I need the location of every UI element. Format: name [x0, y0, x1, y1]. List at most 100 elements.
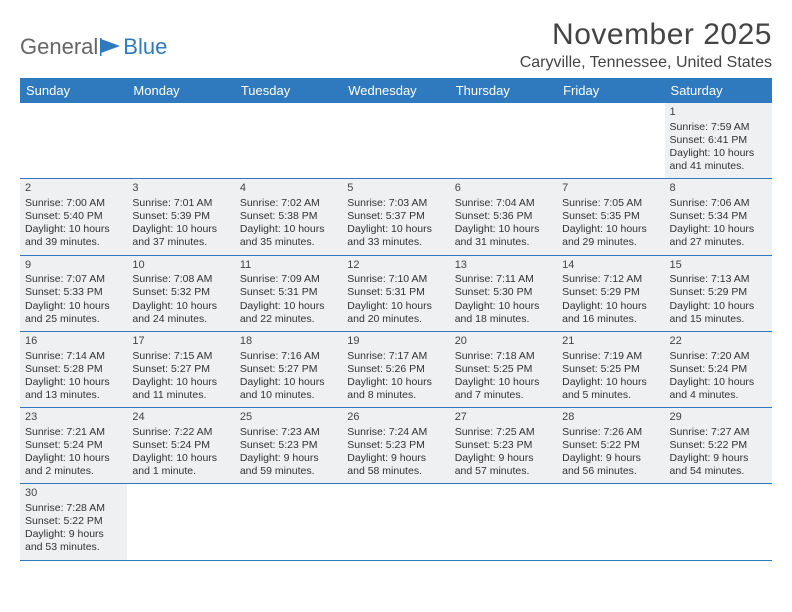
- daylight-text: Daylight: 9 hours and 53 minutes.: [25, 528, 122, 554]
- weekday-header: Sunday Monday Tuesday Wednesday Thursday…: [20, 78, 772, 103]
- calendar-cell: 12Sunrise: 7:10 AMSunset: 5:31 PMDayligh…: [342, 256, 449, 332]
- calendar-cell: [127, 484, 234, 560]
- sunset-text: Sunset: 5:22 PM: [562, 439, 659, 452]
- daylight-text: Daylight: 10 hours and 16 minutes.: [562, 300, 659, 326]
- calendar-cell: 29Sunrise: 7:27 AMSunset: 5:22 PMDayligh…: [665, 408, 772, 484]
- sunrise-text: Sunrise: 7:28 AM: [25, 502, 122, 515]
- sunset-text: Sunset: 5:24 PM: [132, 439, 229, 452]
- calendar-cell: 11Sunrise: 7:09 AMSunset: 5:31 PMDayligh…: [235, 256, 342, 332]
- sunrise-text: Sunrise: 7:21 AM: [25, 426, 122, 439]
- daylight-text: Daylight: 10 hours and 24 minutes.: [132, 300, 229, 326]
- header: General Blue November 2025 Caryville, Te…: [20, 18, 772, 72]
- day-number: 3: [132, 182, 229, 196]
- brand-part2: Blue: [123, 34, 167, 60]
- daylight-text: Daylight: 10 hours and 27 minutes.: [670, 223, 767, 249]
- dayhead-thu: Thursday: [450, 78, 557, 103]
- sunrise-text: Sunrise: 7:27 AM: [670, 426, 767, 439]
- day-number: 25: [240, 411, 337, 425]
- sunset-text: Sunset: 5:36 PM: [455, 210, 552, 223]
- calendar-cell: 23Sunrise: 7:21 AMSunset: 5:24 PMDayligh…: [20, 408, 127, 484]
- daylight-text: Daylight: 10 hours and 41 minutes.: [670, 147, 767, 173]
- daylight-text: Daylight: 10 hours and 39 minutes.: [25, 223, 122, 249]
- calendar-cell: 16Sunrise: 7:14 AMSunset: 5:28 PMDayligh…: [20, 332, 127, 408]
- day-number: 29: [670, 411, 767, 425]
- sunset-text: Sunset: 5:22 PM: [25, 515, 122, 528]
- brand-part1: General: [20, 34, 98, 60]
- calendar: Sunday Monday Tuesday Wednesday Thursday…: [20, 78, 772, 561]
- daylight-text: Daylight: 10 hours and 15 minutes.: [670, 300, 767, 326]
- day-number: 28: [562, 411, 659, 425]
- sunrise-text: Sunrise: 7:19 AM: [562, 350, 659, 363]
- day-number: 18: [240, 335, 337, 349]
- sunset-text: Sunset: 5:32 PM: [132, 286, 229, 299]
- day-number: 14: [562, 259, 659, 273]
- sunrise-text: Sunrise: 7:26 AM: [562, 426, 659, 439]
- sunrise-text: Sunrise: 7:10 AM: [347, 273, 444, 286]
- calendar-cell: [557, 484, 664, 560]
- sunrise-text: Sunrise: 7:06 AM: [670, 197, 767, 210]
- calendar-cell: [450, 484, 557, 560]
- sunrise-text: Sunrise: 7:22 AM: [132, 426, 229, 439]
- calendar-cell: 20Sunrise: 7:18 AMSunset: 5:25 PMDayligh…: [450, 332, 557, 408]
- dayhead-fri: Friday: [557, 78, 664, 103]
- daylight-text: Daylight: 10 hours and 11 minutes.: [132, 376, 229, 402]
- day-number: 2: [25, 182, 122, 196]
- day-number: 27: [455, 411, 552, 425]
- calendar-cell: [557, 103, 664, 179]
- month-title: November 2025: [520, 18, 772, 52]
- sunset-text: Sunset: 5:22 PM: [670, 439, 767, 452]
- sunrise-text: Sunrise: 7:03 AM: [347, 197, 444, 210]
- day-number: 16: [25, 335, 122, 349]
- daylight-text: Daylight: 10 hours and 4 minutes.: [670, 376, 767, 402]
- sunrise-text: Sunrise: 7:08 AM: [132, 273, 229, 286]
- calendar-cell: 5Sunrise: 7:03 AMSunset: 5:37 PMDaylight…: [342, 179, 449, 255]
- daylight-text: Daylight: 10 hours and 31 minutes.: [455, 223, 552, 249]
- daylight-text: Daylight: 9 hours and 57 minutes.: [455, 452, 552, 478]
- sunset-text: Sunset: 5:26 PM: [347, 363, 444, 376]
- daylight-text: Daylight: 10 hours and 35 minutes.: [240, 223, 337, 249]
- calendar-cell: 14Sunrise: 7:12 AMSunset: 5:29 PMDayligh…: [557, 256, 664, 332]
- sunset-text: Sunset: 5:24 PM: [25, 439, 122, 452]
- calendar-cell: 10Sunrise: 7:08 AMSunset: 5:32 PMDayligh…: [127, 256, 234, 332]
- calendar-cell: 3Sunrise: 7:01 AMSunset: 5:39 PMDaylight…: [127, 179, 234, 255]
- calendar-grid: 1Sunrise: 7:59 AMSunset: 6:41 PMDaylight…: [20, 103, 772, 561]
- calendar-cell: 17Sunrise: 7:15 AMSunset: 5:27 PMDayligh…: [127, 332, 234, 408]
- calendar-cell: 24Sunrise: 7:22 AMSunset: 5:24 PMDayligh…: [127, 408, 234, 484]
- daylight-text: Daylight: 10 hours and 29 minutes.: [562, 223, 659, 249]
- day-number: 19: [347, 335, 444, 349]
- day-number: 6: [455, 182, 552, 196]
- calendar-cell: 18Sunrise: 7:16 AMSunset: 5:27 PMDayligh…: [235, 332, 342, 408]
- sunset-text: Sunset: 5:29 PM: [670, 286, 767, 299]
- day-number: 11: [240, 259, 337, 273]
- calendar-cell: 7Sunrise: 7:05 AMSunset: 5:35 PMDaylight…: [557, 179, 664, 255]
- sunset-text: Sunset: 5:23 PM: [455, 439, 552, 452]
- calendar-cell: [665, 484, 772, 560]
- sunset-text: Sunset: 5:31 PM: [240, 286, 337, 299]
- calendar-cell: [20, 103, 127, 179]
- calendar-cell: 28Sunrise: 7:26 AMSunset: 5:22 PMDayligh…: [557, 408, 664, 484]
- day-number: 26: [347, 411, 444, 425]
- sunrise-text: Sunrise: 7:12 AM: [562, 273, 659, 286]
- dayhead-wed: Wednesday: [342, 78, 449, 103]
- sunset-text: Sunset: 5:34 PM: [670, 210, 767, 223]
- day-number: 17: [132, 335, 229, 349]
- sunrise-text: Sunrise: 7:18 AM: [455, 350, 552, 363]
- brand-logo: General Blue: [20, 34, 167, 60]
- day-number: 5: [347, 182, 444, 196]
- sunrise-text: Sunrise: 7:09 AM: [240, 273, 337, 286]
- daylight-text: Daylight: 10 hours and 2 minutes.: [25, 452, 122, 478]
- title-block: November 2025 Caryville, Tennessee, Unit…: [520, 18, 772, 72]
- daylight-text: Daylight: 10 hours and 8 minutes.: [347, 376, 444, 402]
- day-number: 9: [25, 259, 122, 273]
- daylight-text: Daylight: 10 hours and 37 minutes.: [132, 223, 229, 249]
- sunset-text: Sunset: 5:25 PM: [455, 363, 552, 376]
- sunset-text: Sunset: 6:41 PM: [670, 134, 767, 147]
- calendar-cell: 22Sunrise: 7:20 AMSunset: 5:24 PMDayligh…: [665, 332, 772, 408]
- sunrise-text: Sunrise: 7:07 AM: [25, 273, 122, 286]
- sunset-text: Sunset: 5:23 PM: [240, 439, 337, 452]
- day-number: 1: [670, 106, 767, 120]
- sunrise-text: Sunrise: 7:20 AM: [670, 350, 767, 363]
- calendar-cell: 9Sunrise: 7:07 AMSunset: 5:33 PMDaylight…: [20, 256, 127, 332]
- calendar-cell: 8Sunrise: 7:06 AMSunset: 5:34 PMDaylight…: [665, 179, 772, 255]
- daylight-text: Daylight: 10 hours and 7 minutes.: [455, 376, 552, 402]
